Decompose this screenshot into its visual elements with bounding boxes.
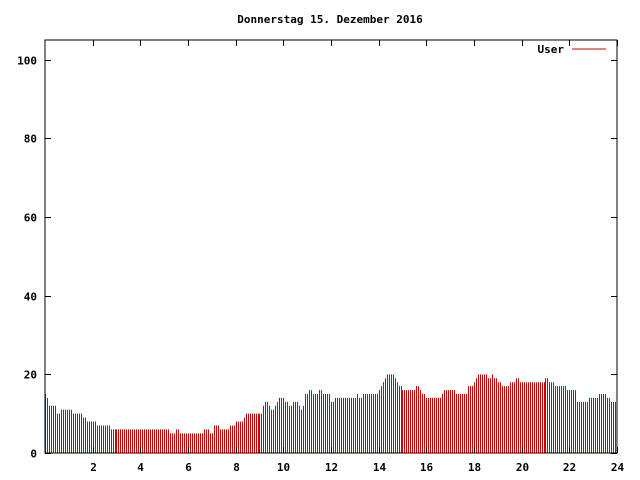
x-tick-label: 4 xyxy=(137,461,144,474)
chart-title: Donnerstag 15. Dezember 2016 xyxy=(237,13,423,26)
y-tick-label: 20 xyxy=(24,369,37,382)
y-tick-label: 0 xyxy=(30,448,37,461)
y-tick-label: 40 xyxy=(24,291,37,304)
x-tick-label: 6 xyxy=(185,461,192,474)
x-tick-label: 22 xyxy=(563,461,576,474)
legend-label: User xyxy=(538,43,565,56)
x-tick-label: 18 xyxy=(468,461,481,474)
x-tick-label: 2 xyxy=(90,461,97,474)
y-tick-label: 80 xyxy=(24,133,37,146)
x-tick-label: 20 xyxy=(516,461,529,474)
y-tick-label: 60 xyxy=(24,212,37,225)
plot-frame xyxy=(44,39,618,454)
x-tick-label: 24 xyxy=(611,461,625,474)
x-tick-label: 12 xyxy=(325,461,338,474)
x-tick-label: 8 xyxy=(233,461,240,474)
x-tick-label: 16 xyxy=(420,461,434,474)
y-tick-label: 100 xyxy=(17,55,37,68)
legend: User xyxy=(538,43,606,56)
x-tick-label: 10 xyxy=(277,461,290,474)
x-tick-label: 14 xyxy=(373,461,387,474)
bars-group xyxy=(45,374,616,453)
